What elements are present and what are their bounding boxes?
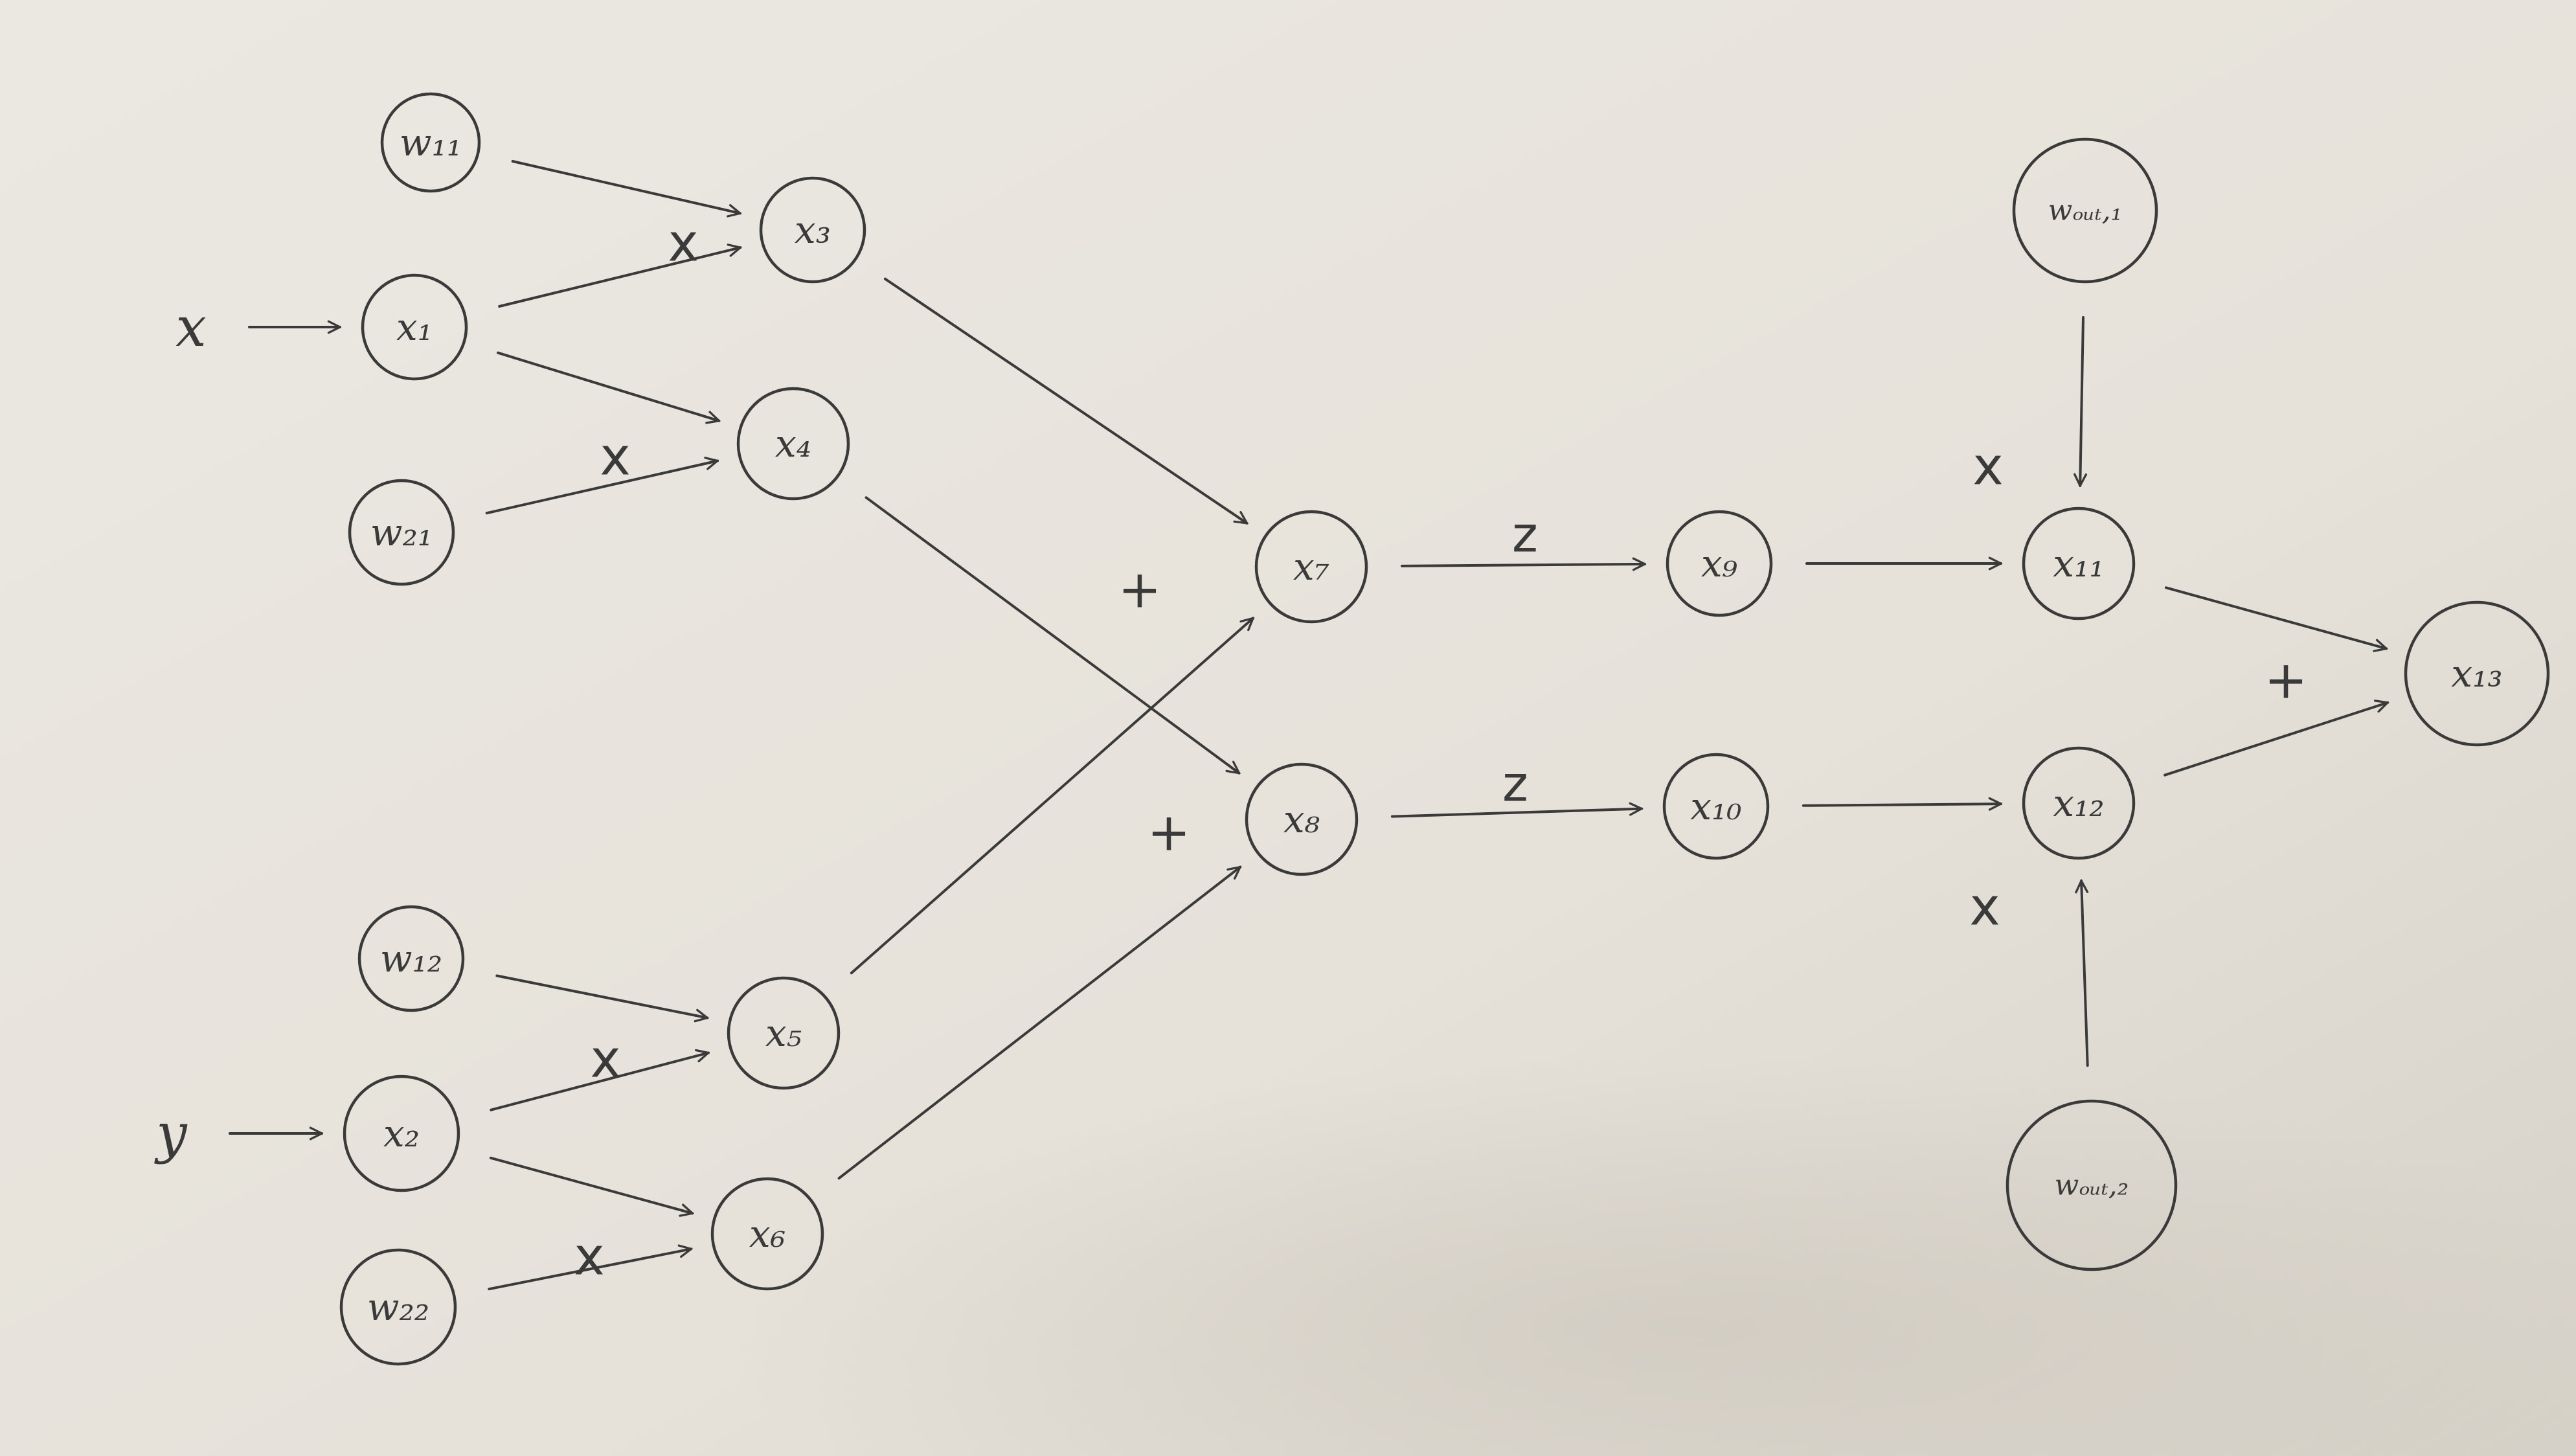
operation-labels: x x x x + + z z x x + (574, 213, 2307, 1287)
operation-label-op_x12: x (1969, 877, 2000, 937)
node-circle (759, 176, 866, 284)
input-label-in_x: x (175, 295, 206, 359)
node-label: x₂ (383, 1111, 420, 1155)
node-x13: x₁₃ (2404, 600, 2550, 747)
node-circle (380, 92, 481, 193)
node-x9: x₉ (1666, 510, 1773, 617)
node-wout1: wₒᵤₜ,₁ (2012, 137, 2158, 284)
edge-wout2-to-x12 (2081, 881, 2089, 1067)
edge-x2-to-x5 (490, 1053, 708, 1111)
edge-x4-to-x8 (864, 496, 1239, 773)
node-label: x₉ (1701, 541, 1737, 586)
operation-label-op_x9: z (1512, 506, 1538, 563)
node-w21: w₂₁ (348, 479, 455, 586)
edge-w11-to-x3 (511, 160, 740, 213)
node-circle (727, 976, 841, 1090)
node-x2: x₂ (343, 1075, 460, 1192)
edge-x1-to-x3 (498, 247, 740, 308)
node-wout2: wₒᵤₜ,₂ (2005, 1099, 2178, 1271)
operation-label-op_x8: + (1147, 802, 1190, 863)
node-circle (2404, 600, 2550, 747)
operation-label-op_x4: x (600, 427, 630, 487)
node-circle (357, 905, 465, 1012)
node-label: x₁₁ (2053, 541, 2104, 586)
node-x3: x₃ (759, 176, 866, 284)
edge-x5-to-x7 (850, 618, 1253, 975)
node-label: wₒᵤₜ,₂ (2055, 1169, 2129, 1202)
operation-label-op_x13: + (2264, 650, 2307, 711)
input-labels: xy (153, 295, 206, 1165)
node-x5: x₅ (727, 976, 841, 1090)
node-x8: x₈ (1245, 762, 1359, 876)
edge-x10-to-x12 (1802, 804, 2001, 806)
edge-x11-to-x13 (2164, 586, 2386, 648)
node-circle (2022, 746, 2136, 860)
node-label: x₁₃ (2451, 652, 2502, 696)
node-circle (1245, 762, 1359, 876)
node-x11: x₁₁ (2022, 506, 2136, 620)
edge-w12-to-x5 (495, 974, 707, 1018)
operation-label-op_x6: x (574, 1227, 604, 1287)
node-label: w₁₁ (400, 120, 462, 165)
paper-shadow (712, 1056, 2576, 1456)
node-label: w₁₂ (380, 937, 442, 981)
edge-x1-to-x4 (497, 351, 719, 421)
node-circle (343, 1075, 460, 1192)
edge-x12-to-x13 (2164, 703, 2388, 777)
node-label: x₈ (1283, 797, 1320, 841)
node-label: wₒᵤₜ,₁ (2048, 194, 2123, 227)
node-circle (710, 1177, 824, 1291)
node-circle (348, 479, 455, 586)
node-label: w₂₂ (367, 1285, 429, 1329)
edge-w22-to-x6 (488, 1249, 691, 1291)
node-x7: x₇ (1254, 510, 1368, 624)
nodes: w₁₁ x₁ w₂₁ x₃ x₄ w₁₂ x₂ w₂₂ x₅ x₆ x₇ x₈ x₉ x₁₀ wₒᵤₜ,₁ w… (339, 92, 2550, 1366)
node-w12: w₁₂ (357, 905, 465, 1012)
node-x10: x₁₀ (1662, 753, 1770, 860)
node-x4: x₄ (736, 387, 850, 501)
node-circle (361, 273, 468, 381)
edge-x2-to-x6 (489, 1156, 692, 1214)
node-x1: x₁ (361, 273, 468, 381)
operation-label-op_x5: x (590, 1029, 620, 1089)
edge-x6-to-x8 (837, 867, 1241, 1180)
node-circle (2022, 506, 2136, 620)
node-label: x₁ (396, 305, 433, 349)
node-label: x₁₀ (1690, 784, 1741, 828)
node-w11: w₁₁ (380, 92, 481, 193)
edge-x3-to-x7 (883, 277, 1247, 523)
node-label: x₇ (1293, 545, 1329, 589)
node-x6: x₆ (710, 1177, 824, 1291)
node-label: x₆ (749, 1212, 785, 1256)
node-circle (1662, 753, 1770, 860)
operation-label-op_x11: x (1972, 437, 2003, 497)
node-label: x₄ (775, 422, 811, 466)
node-label: w₂₁ (370, 510, 433, 554)
node-circle (339, 1248, 457, 1366)
input-label-in_y: y (153, 1102, 188, 1165)
node-x12: x₁₂ (2022, 746, 2136, 860)
node-circle (2005, 1099, 2178, 1271)
node-label: x₃ (795, 208, 831, 252)
node-circle (1254, 510, 1368, 624)
edge-w21-to-x4 (485, 461, 717, 515)
operation-label-op_x7: + (1118, 560, 1161, 620)
operation-label-op_x3: x (668, 213, 698, 273)
node-w22: w₂₂ (339, 1248, 457, 1366)
edge-x7-to-x9 (1401, 564, 1645, 566)
node-circle (736, 387, 850, 501)
edge-x8-to-x10 (1390, 809, 1642, 818)
node-label: x₅ (765, 1011, 802, 1055)
edge-wout1-to-x11 (2080, 316, 2083, 486)
node-circle (1666, 510, 1773, 617)
operation-label-op_x10: z (1502, 755, 1528, 813)
edges (229, 160, 2388, 1291)
node-label: x₁₂ (2053, 781, 2104, 825)
node-circle (2012, 137, 2158, 284)
